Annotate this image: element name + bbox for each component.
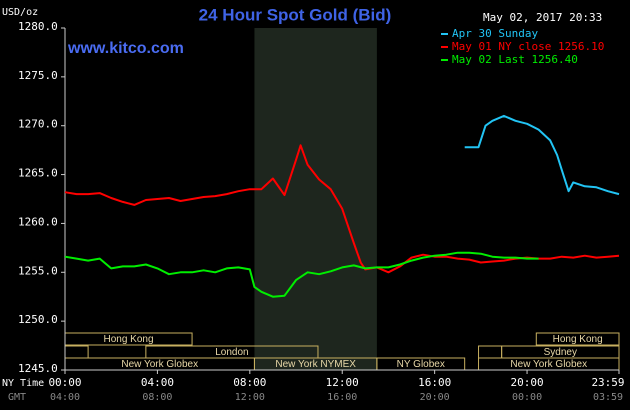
y-axis-label: USD/oz — [2, 7, 38, 18]
session-label: London — [215, 347, 248, 358]
session-label: Hong Kong — [104, 334, 154, 345]
y-tick-label: 1255.0 — [18, 264, 58, 277]
shaded-range — [254, 28, 377, 370]
legend-label: Apr 30 Sunday — [452, 27, 538, 40]
x-tick-label: 08:00 — [233, 376, 266, 389]
watermark: www.kitco.com — [67, 40, 184, 57]
x-tick-label: 20:00 — [510, 376, 543, 389]
series-line — [64, 251, 539, 298]
chart-title: 24 Hour Spot Gold (Bid) — [199, 5, 392, 24]
y-tick-label: 1260.0 — [18, 215, 58, 228]
x-axis-label: NY Time — [2, 378, 44, 389]
x-tick-label: 16:00 — [418, 376, 451, 389]
x2-tick-label: 00:00 — [512, 392, 542, 403]
x-tick-label: 04:00 — [141, 376, 174, 389]
session-label: NY Globex — [397, 359, 445, 370]
x-tick-label: 00:00 — [48, 376, 81, 389]
legend-label: May 01 NY close 1256.10 — [452, 40, 604, 53]
legend-label: May 02 Last 1256.40 — [452, 53, 578, 66]
y-tick-label: 1270.0 — [18, 118, 58, 131]
session-box — [535, 332, 620, 346]
timestamp: May 02, 2017 20:33 — [483, 11, 602, 24]
session-label: New York NYMEX — [275, 359, 356, 370]
x-tick-label: 12:00 — [326, 376, 359, 389]
x2-tick-label: 12:00 — [235, 392, 265, 403]
session-label: New York Globex — [510, 359, 587, 370]
x2-tick-label: 08:00 — [142, 392, 172, 403]
x2-tick-label: 20:00 — [420, 392, 450, 403]
series-line — [464, 114, 620, 196]
y-tick-label: 1265.0 — [18, 167, 58, 180]
x2-axis-label: GMT — [8, 392, 26, 403]
session-label: Sydney — [544, 347, 577, 358]
y-tick-label: 1275.0 — [18, 69, 58, 82]
session-label: Hong Kong — [553, 334, 603, 345]
x-tick-label: 23:59 — [591, 376, 624, 389]
y-tick-label: 1250.0 — [18, 313, 58, 326]
x2-tick-label: 03:59 — [593, 392, 623, 403]
x2-tick-label: 04:00 — [50, 392, 80, 403]
session-label: New York Globex — [121, 359, 198, 370]
x2-tick-label: 16:00 — [327, 392, 357, 403]
y-tick-label: 1280.0 — [18, 20, 58, 33]
y-tick-label: 1245.0 — [18, 362, 58, 375]
